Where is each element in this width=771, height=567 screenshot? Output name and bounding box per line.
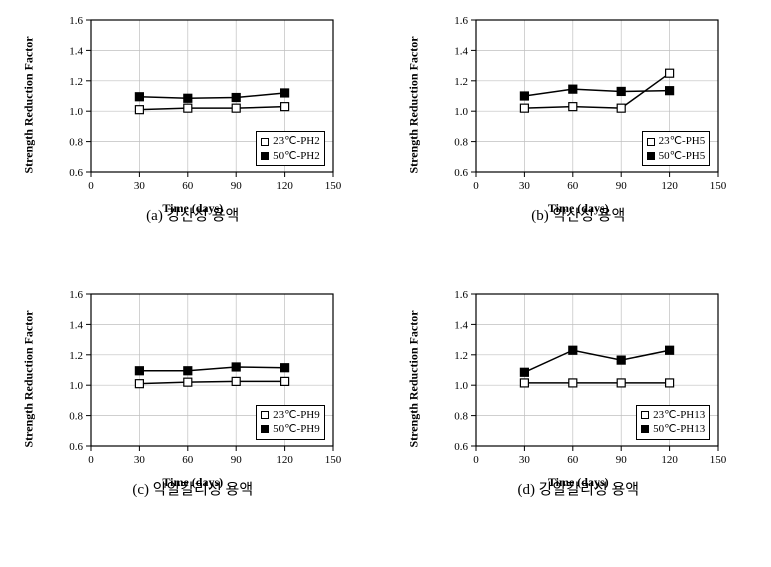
svg-text:1.0: 1.0 [455, 106, 469, 118]
y-axis-label: Strength Reduction Factor [407, 36, 422, 173]
y-axis-label: Strength Reduction Factor [21, 310, 36, 447]
svg-text:0.8: 0.8 [69, 410, 83, 422]
svg-text:1.6: 1.6 [455, 289, 469, 301]
svg-text:1.4: 1.4 [69, 45, 83, 57]
filled-square-icon [261, 152, 269, 160]
svg-text:0: 0 [88, 180, 94, 192]
legend-label: 50℃-PH13 [653, 422, 705, 436]
open-square-icon [261, 138, 269, 146]
svg-text:0: 0 [88, 454, 94, 466]
svg-text:1.2: 1.2 [69, 349, 83, 361]
svg-text:150: 150 [710, 180, 727, 192]
svg-text:1.0: 1.0 [69, 380, 83, 392]
svg-text:1.2: 1.2 [69, 76, 83, 88]
svg-text:90: 90 [230, 454, 242, 466]
legend: 23℃-PH1350℃-PH13 [636, 405, 710, 440]
x-axis-label: Time (days) [162, 475, 223, 490]
svg-text:1.6: 1.6 [69, 15, 83, 27]
svg-text:0.6: 0.6 [69, 167, 83, 179]
filled-square-icon [641, 425, 649, 433]
legend: 23℃-PH950℃-PH9 [256, 405, 325, 440]
chart-b: 0 30 60 90 120 150 0.6 0.8 1.0 1.2 1.4 1.6 [428, 10, 728, 200]
svg-text:1.4: 1.4 [69, 319, 83, 331]
chart-a: 0 30 60 90 120 150 0.6 0.8 1.0 1.2 1.4 1.6 [43, 10, 343, 200]
svg-text:1.6: 1.6 [69, 289, 83, 301]
y-axis-label: Strength Reduction Factor [21, 36, 36, 173]
legend-label: 50℃-PH5 [659, 149, 706, 163]
svg-text:60: 60 [568, 180, 580, 192]
chart-wrap-c: 03060901201500.60.81.01.21.41.6Strength … [43, 284, 343, 474]
legend-item: 50℃-PH5 [647, 149, 706, 163]
legend: 23℃-PH550℃-PH5 [642, 131, 711, 166]
panel-b: 0 30 60 90 120 150 0.6 0.8 1.0 1.2 1.4 1.6 Strength … [386, 10, 771, 284]
svg-text:150: 150 [710, 454, 727, 466]
chart-d: 0 30 60 90 120 150 0.6 0.8 1.0 1.2 1.4 1.6 [428, 284, 728, 474]
svg-text:0.6: 0.6 [455, 441, 469, 453]
open-square-icon [641, 411, 649, 419]
legend-label: 23℃-PH9 [273, 408, 320, 422]
chart-c: 0 30 60 90 120 150 0.6 0.8 1.0 1.2 1.4 1.6 [43, 284, 343, 474]
svg-text:0.8: 0.8 [69, 137, 83, 149]
x-axis-label: Time (days) [548, 475, 609, 490]
chart-wrap-a: 03060901201500.60.81.01.21.41.6Strength … [43, 10, 343, 200]
legend-item: 23℃-PH13 [641, 408, 705, 422]
svg-text:0.6: 0.6 [455, 167, 469, 179]
svg-text:60: 60 [182, 180, 194, 192]
panel-a: 0 30 60 90 120 150 0.6 0.8 1.0 1.2 1.4 1.6 Strength … [0, 10, 386, 284]
chart-wrap-d: 03060901201500.60.81.01.21.41.6Strength … [428, 284, 728, 474]
legend-item: 50℃-PH2 [261, 149, 320, 163]
svg-text:0.8: 0.8 [455, 410, 469, 422]
svg-text:1.2: 1.2 [455, 76, 469, 88]
svg-text:1.2: 1.2 [455, 349, 469, 361]
legend-label: 23℃-PH5 [659, 134, 706, 148]
svg-text:1.0: 1.0 [455, 380, 469, 392]
svg-text:30: 30 [134, 454, 146, 466]
panel-d: 0 30 60 90 120 150 0.6 0.8 1.0 1.2 1.4 1.6 Strength … [386, 284, 771, 558]
chart-wrap-b: 03060901201500.60.81.01.21.41.6Strength … [428, 10, 728, 200]
legend-item: 23℃-PH9 [261, 408, 320, 422]
legend-label: 23℃-PH2 [273, 134, 320, 148]
legend-item: 23℃-PH5 [647, 134, 706, 148]
legend-label: 50℃-PH2 [273, 149, 320, 163]
svg-text:1.0: 1.0 [69, 106, 83, 118]
x-axis-label: Time (days) [162, 201, 223, 216]
legend: 23℃-PH250℃-PH2 [256, 131, 325, 166]
svg-text:0.6: 0.6 [69, 441, 83, 453]
svg-text:90: 90 [616, 454, 628, 466]
svg-text:120: 120 [662, 454, 679, 466]
legend-item: 23℃-PH2 [261, 134, 320, 148]
svg-text:60: 60 [568, 454, 580, 466]
svg-text:120: 120 [662, 180, 679, 192]
svg-text:1.4: 1.4 [455, 319, 469, 331]
x-axis-label: Time (days) [548, 201, 609, 216]
svg-text:150: 150 [325, 454, 342, 466]
svg-text:60: 60 [182, 454, 194, 466]
legend-label: 50℃-PH9 [273, 422, 320, 436]
svg-text:30: 30 [519, 180, 531, 192]
y-axis-label: Strength Reduction Factor [407, 310, 422, 447]
svg-text:30: 30 [519, 454, 531, 466]
legend-item: 50℃-PH13 [641, 422, 705, 436]
svg-text:1.6: 1.6 [455, 15, 469, 27]
svg-text:150: 150 [325, 180, 342, 192]
open-square-icon [261, 411, 269, 419]
svg-text:90: 90 [616, 180, 628, 192]
filled-square-icon [261, 425, 269, 433]
svg-text:0.8: 0.8 [455, 137, 469, 149]
legend-label: 23℃-PH13 [653, 408, 705, 422]
legend-item: 50℃-PH9 [261, 422, 320, 436]
open-square-icon [647, 138, 655, 146]
svg-text:120: 120 [276, 180, 293, 192]
svg-text:30: 30 [134, 180, 146, 192]
svg-text:0: 0 [474, 454, 480, 466]
svg-text:120: 120 [276, 454, 293, 466]
svg-text:1.4: 1.4 [455, 45, 469, 57]
svg-text:90: 90 [230, 180, 242, 192]
filled-square-icon [647, 152, 655, 160]
panel-c: 0 30 60 90 120 150 0.6 0.8 1.0 1.2 1.4 1.6 Strength … [0, 284, 386, 558]
svg-text:0: 0 [474, 180, 480, 192]
